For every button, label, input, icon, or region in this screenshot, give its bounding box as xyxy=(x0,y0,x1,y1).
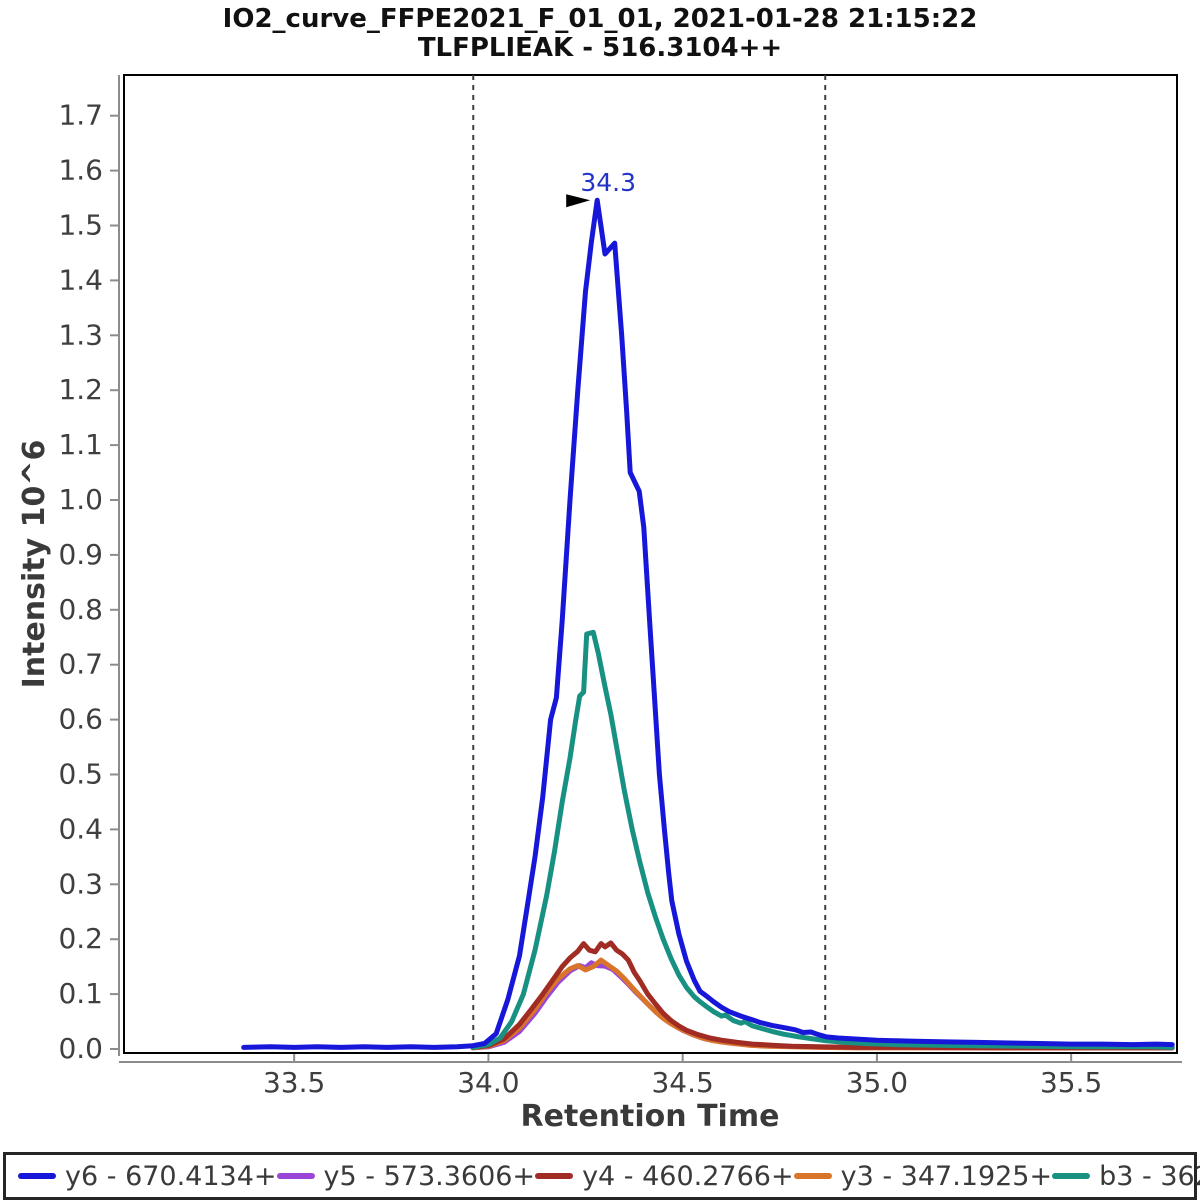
x-tick-label: 35.5 xyxy=(1040,1066,1102,1099)
y-tick-label: 1.6 xyxy=(58,154,103,187)
chromatogram-plot: 0.0 0.1 0.2 0.3 0.4 0.5 0.6 0.7 0.8 0.9 1.0 1.1 1.2 1… xyxy=(17,74,1182,1134)
y-tick-label: 1.3 xyxy=(58,318,103,351)
legend-swatch-icon xyxy=(793,1173,832,1179)
y-tick-label: 0.2 xyxy=(58,922,103,955)
legend-swatch-icon xyxy=(276,1173,315,1179)
x-tick-label: 33.5 xyxy=(263,1066,325,1099)
y-tick-label: 1.1 xyxy=(58,428,103,461)
y-tick-label: 0.7 xyxy=(58,648,103,681)
y-tick-label: 0.8 xyxy=(58,593,103,626)
trace-y4 xyxy=(470,940,1175,1051)
x-tick-label: 35.0 xyxy=(846,1066,908,1099)
y-tick-label: 1.7 xyxy=(58,99,103,132)
trace-lines xyxy=(241,197,1175,1051)
y-tick-label: 0.9 xyxy=(58,538,103,571)
y-tick-label: 0.3 xyxy=(58,867,103,900)
axes-layer: 0.0 0.1 0.2 0.3 0.4 0.5 0.6 0.7 0.8 0.9 1.0 1.1 1.2 1… xyxy=(58,74,1182,1099)
x-axis-title: Retention Time xyxy=(521,1099,780,1134)
peak-rt-label: 34.3 xyxy=(580,168,636,197)
legend-label: b3 - 362.2074+ xyxy=(1099,1160,1200,1192)
legend-item: y5 - 573.3606+ xyxy=(276,1160,536,1192)
legend-item: b3 - 362.2074+ xyxy=(1052,1161,1200,1192)
y-tick-label: 0.0 xyxy=(58,1032,103,1065)
y-tick-label: 1.4 xyxy=(58,263,103,296)
legend-swatch-icon xyxy=(1052,1173,1091,1179)
trace-b3 xyxy=(470,629,1175,1050)
y-tick-label: 1.0 xyxy=(58,483,103,516)
legend-label: y6 - 670.4134+ xyxy=(65,1160,277,1192)
y-tick-label: 1.5 xyxy=(58,209,103,242)
legend-label: y4 - 460.2766+ xyxy=(582,1160,794,1192)
legend-item: y4 - 460.2766+ xyxy=(535,1161,794,1192)
y-tick-label: 1.2 xyxy=(58,373,103,406)
y-tick-label: 0.6 xyxy=(58,703,103,736)
x-tick-label: 34.0 xyxy=(457,1066,519,1099)
legend-label: y3 - 347.1925+ xyxy=(840,1160,1053,1192)
y-tick-label: 0.5 xyxy=(58,758,103,791)
peak-annotation: 34.3 xyxy=(566,168,636,208)
peak-arrow-icon xyxy=(566,194,591,208)
legend-item: y6 - 670.4134+ xyxy=(18,1161,277,1192)
legend-swatch-icon xyxy=(535,1173,574,1179)
legend-box: y6 - 670.4134+ y5 - 573.3606+ y4 - 460.276… xyxy=(3,1152,1200,1200)
plot-border xyxy=(123,74,1178,1054)
trace-y6 xyxy=(241,197,1175,1050)
chart-title-line1: IO2_curve_FFPE2021_F_01_01, 2021-01-28 2… xyxy=(222,4,978,34)
chart-title-line2: TLFPLIEAK - 516.3104++ xyxy=(417,33,783,63)
x-tick-label: 34.5 xyxy=(651,1066,713,1099)
y-axis-title: Intensity 10^6 xyxy=(17,440,52,689)
y-tick-label: 0.1 xyxy=(58,977,103,1010)
y-tick-label: 0.4 xyxy=(58,812,103,845)
integration-boundary-lines xyxy=(472,75,827,1053)
legend-label: y5 - 573.3606+ xyxy=(323,1160,536,1192)
legend-item: y3 - 347.1925+ xyxy=(793,1160,1053,1192)
legend-swatch-icon xyxy=(18,1173,56,1179)
